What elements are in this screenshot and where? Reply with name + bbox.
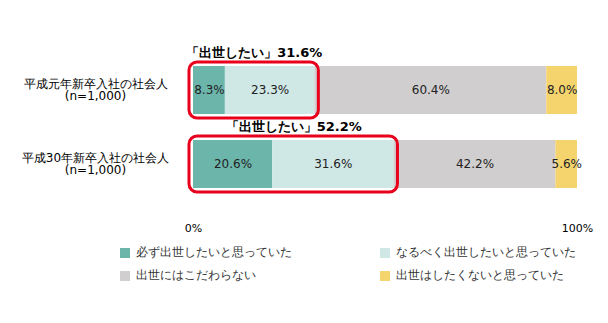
html-text:出世にはこだわらない: 出世にはこだわらない [136, 268, 256, 282]
svg-text:23.3%: 23.3% [251, 83, 289, 97]
svg-text:100%: 100% [562, 222, 593, 235]
html-text:必ず出世したいと思っていた: 必ず出世したいと思っていた [136, 245, 292, 259]
svg-text:42.2%: 42.2% [456, 157, 494, 171]
svg-text:平成元年新卒入社の社会人(n=1,000): 平成元年新卒入社の社会人(n=1,000) [24, 77, 168, 103]
svg-text:8.3%: 8.3% [194, 83, 225, 97]
svg-text:0%: 0% [185, 222, 202, 235]
html-text:出世はしたくないと思っていた: 出世はしたくないと思っていた [396, 268, 564, 282]
svg-text:「出世したい」31.6%: 「出世したい」31.6% [186, 45, 322, 60]
svg-text:「出世したい」52.2%: 「出世したい」52.2% [226, 119, 362, 134]
svg-text:20.6%: 20.6% [214, 157, 252, 171]
svg-text:31.6%: 31.6% [314, 157, 352, 171]
svg-text:8.0%: 8.0% [547, 83, 578, 97]
svg-text:60.4%: 60.4% [412, 83, 450, 97]
svg-text:5.6%: 5.6% [551, 157, 582, 171]
svg-text:平成30年新卒入社の社会人(n=1,000): 平成30年新卒入社の社会人(n=1,000) [22, 151, 169, 177]
html-text:なるべく出世したいと思っていた: なるべく出世したいと思っていた [396, 245, 576, 259]
